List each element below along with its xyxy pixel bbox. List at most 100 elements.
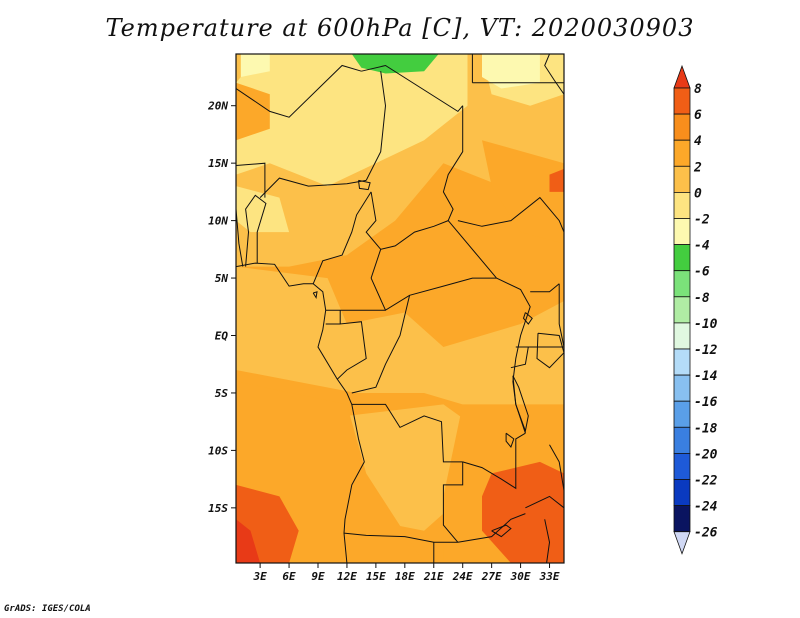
colorbar-swatch: [673, 218, 691, 246]
lat-tick-label: EQ: [215, 330, 229, 343]
field-patch-hottest-southwest: [236, 519, 261, 563]
map-title: Temperature at 600hPa [C], VT: 202003090…: [105, 14, 695, 42]
colorbar-level-label: -24: [694, 500, 718, 515]
border-drc-angola-n: [351, 403, 463, 463]
border-libya-chad: [361, 64, 464, 113]
border-congo-drc: [351, 295, 411, 394]
border-angola-zambia: [442, 461, 464, 543]
lon-tick-label: 21E: [423, 570, 444, 583]
colorbar-swatch: [673, 244, 691, 272]
lon-tick-label: 9E: [311, 570, 325, 583]
border-nigeria-cameroon: [312, 191, 372, 284]
colorbar-level-label: -26: [694, 526, 718, 541]
border-west-coast-north: [236, 262, 353, 405]
field-patch-pale-egypt: [482, 54, 540, 89]
colorbar-level-label: -8: [694, 291, 710, 306]
colorbar-level-label: 0: [694, 186, 702, 201]
border-drc-zambia: [462, 432, 526, 490]
colorbar-level-label: -14: [694, 369, 718, 384]
border-sudan-south: [457, 196, 564, 233]
border-togo-ghana: [236, 209, 244, 267]
latitude-axis: 20N 15N 10N 5N EQ 5S 10S 15S: [207, 100, 236, 515]
lon-tick-label: 27E: [481, 570, 502, 583]
field-patch-hot-southeast: [482, 461, 564, 563]
field-patch-warm-nw: [236, 82, 270, 141]
colorbar-level-label: -20: [694, 447, 718, 462]
border-lake-tanganyika: [512, 375, 529, 433]
lon-tick-label: 3E: [252, 570, 267, 583]
field-patch-pale-nw: [240, 54, 270, 77]
colorbar-swatch: [673, 270, 691, 298]
colorbar-level-label: 2: [693, 160, 702, 175]
border-bioko: [312, 291, 318, 299]
border-lake-mweru: [505, 432, 515, 448]
border-zambia-zimbabwe: [457, 513, 526, 543]
lon-tick-label: 33E: [539, 570, 560, 583]
border-gabon-congo: [336, 310, 367, 380]
longitude-axis: 3E 6E 9E 12E 15E 18E 21E 24E 27E 30E 33E: [252, 563, 560, 583]
colorbar-level-label: 8: [694, 82, 702, 97]
colorbar-level-label: -10: [694, 317, 718, 332]
lon-tick-label: 6E: [282, 570, 296, 583]
colorbar-swatch: [673, 374, 691, 402]
border-malawi: [549, 444, 564, 491]
border-uganda-north: [530, 283, 560, 293]
colorbar-swatch: [673, 452, 691, 480]
colorbar-swatch: [673, 479, 691, 507]
field-patch-cool-sahara: [236, 54, 468, 187]
lat-tick-label: 20N: [207, 100, 228, 113]
border-car-south: [370, 277, 497, 311]
lon-tick-label: 24E: [452, 570, 473, 583]
border-lake-kariba: [491, 524, 512, 538]
colorbar-swatch: [673, 505, 691, 533]
border-niger-nigeria: [259, 177, 367, 198]
colorbar-swatch: [673, 113, 691, 141]
lat-tick-label: 15S: [208, 502, 228, 515]
border-car-north: [380, 220, 449, 250]
lon-tick-label: 30E: [510, 570, 531, 583]
lat-tick-label: 10S: [208, 444, 228, 457]
temperature-field: [236, 54, 564, 563]
grads-credit: GrADS: IGES/COLA: [4, 604, 91, 614]
colorbar-level-label: -2: [694, 213, 710, 228]
field-patch-warm-east: [482, 140, 564, 244]
colorbar-swatch: [673, 87, 691, 115]
border-niger-chad: [365, 71, 387, 181]
colorbar: 8 6 4 2 0 -2 -4 -6 -8 -10 -12 -14 -16 -18 -20 -22 -24 -26: [673, 64, 718, 555]
border-lake-victoria: [536, 332, 564, 369]
colorbar-swatch: [673, 348, 691, 376]
border-cameroon-car: [370, 249, 382, 279]
lat-tick-label: 5N: [215, 272, 229, 285]
colorbar-top-arrow: [673, 64, 691, 89]
field-patch-cool-west: [236, 186, 290, 233]
border-red-sea-coast: [544, 54, 564, 95]
border-zambia-mozambique: [525, 495, 564, 509]
colorbar-swatch: [673, 191, 691, 219]
border-uganda-kenya: [558, 283, 564, 348]
colorbar-level-label: -6: [694, 265, 710, 280]
colorbar-swatch: [673, 426, 691, 454]
lon-tick-label: 12E: [337, 570, 357, 583]
colorbar-level-label: -22: [694, 474, 718, 489]
field-patch-hot-east-spot: [549, 168, 564, 192]
border-chad-cameroon: [365, 191, 382, 250]
country-borders: [236, 54, 564, 563]
colorbar-swatch: [673, 296, 691, 324]
field-patch-mild-central: [236, 266, 564, 416]
lon-tick-label: 18E: [395, 570, 415, 583]
colorbar-level-label: -18: [694, 421, 718, 436]
colorbar-level-label: -16: [694, 395, 718, 410]
lat-tick-label: 15N: [208, 157, 228, 170]
colorbar-swatch: [673, 400, 691, 428]
border-chad-sudan: [442, 105, 464, 221]
border-angola-namibia: [343, 532, 458, 543]
border-lake-chad: [358, 179, 371, 191]
lon-tick-label: 15E: [366, 570, 386, 583]
colorbar-swatch: [673, 139, 691, 167]
map-frame: [235, 53, 565, 564]
border-car-sudan: [447, 220, 497, 279]
colorbar-swatch: [673, 165, 691, 193]
border-benin: [245, 194, 267, 267]
lat-tick-label: 10N: [208, 215, 228, 228]
